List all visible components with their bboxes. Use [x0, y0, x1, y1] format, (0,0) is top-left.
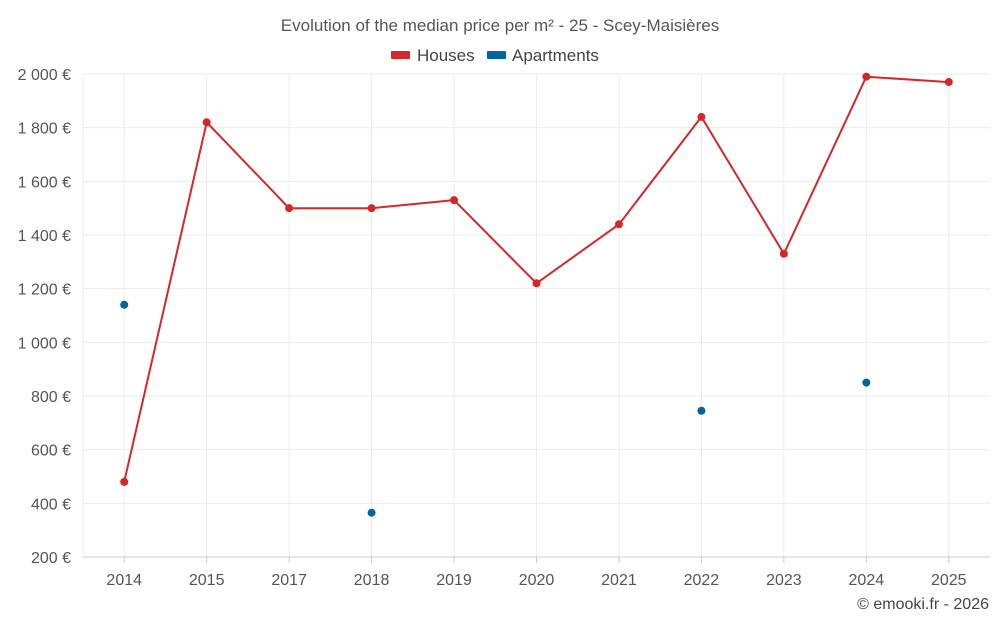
- x-tick-label: 2014: [106, 572, 142, 589]
- x-tick-label: 2017: [271, 572, 307, 589]
- y-axis: 200 € 400 € 600 € 800 € 1 000 € 1 200 € 1 400 …: [18, 67, 71, 567]
- data-point-houses[interactable]: [367, 204, 376, 213]
- gridlines: [82, 73, 990, 557]
- x-tick-label: 2019: [436, 572, 472, 589]
- x-tick-label: 2022: [684, 572, 720, 589]
- y-tick-label: 1 400 €: [18, 228, 71, 245]
- legend-label-houses: Houses: [417, 46, 475, 65]
- legend[interactable]: Houses Apartments: [391, 46, 599, 65]
- x-tick-label: 2021: [601, 572, 637, 589]
- y-tick-label: 200 €: [31, 550, 71, 567]
- x-tick-label: 2025: [931, 572, 967, 589]
- x-tick-label: 2023: [766, 572, 802, 589]
- data-point-houses[interactable]: [285, 204, 294, 213]
- y-tick-label: 800 €: [31, 389, 71, 406]
- data-point-houses[interactable]: [614, 220, 623, 229]
- y-tick-label: 400 €: [31, 496, 71, 513]
- legend-swatch-houses: [391, 51, 410, 59]
- data-point-houses[interactable]: [202, 118, 211, 127]
- data-point-houses[interactable]: [862, 72, 871, 81]
- y-tick-label: 1 800 €: [18, 121, 71, 138]
- data-point-apartments[interactable]: [367, 508, 376, 517]
- data-point-houses[interactable]: [532, 279, 541, 288]
- legend-swatch-apartments: [487, 51, 506, 59]
- data-point-houses[interactable]: [450, 196, 459, 205]
- y-tick-label: 1 000 €: [18, 335, 71, 352]
- data-point-houses[interactable]: [944, 78, 953, 87]
- data-point-apartments[interactable]: [697, 406, 706, 415]
- y-tick-label: 600 €: [31, 443, 71, 460]
- series-houses: [120, 72, 953, 486]
- credit-text: © emooki.fr - 2026: [857, 596, 989, 613]
- series-apartments: [120, 300, 871, 517]
- x-tick-label: 2024: [849, 572, 885, 589]
- legend-label-apartments: Apartments: [512, 46, 599, 65]
- data-point-apartments[interactable]: [862, 378, 871, 387]
- y-tick-label: 2 000 €: [18, 67, 71, 84]
- series: [120, 72, 953, 517]
- data-point-houses[interactable]: [779, 249, 788, 258]
- x-axis: 2014 2015 2017 2018 2019 2020 2021 2022 2023 2024…: [83, 556, 990, 589]
- y-tick-label: 1 600 €: [18, 174, 71, 191]
- data-point-houses[interactable]: [120, 477, 129, 486]
- legend-item-apartments[interactable]: Apartments: [487, 46, 599, 65]
- y-tick-label: 1 200 €: [18, 282, 71, 299]
- x-tick-label: 2018: [354, 572, 390, 589]
- data-point-apartments[interactable]: [120, 300, 129, 309]
- x-tick-label: 2015: [189, 572, 225, 589]
- legend-item-houses[interactable]: Houses: [391, 46, 475, 65]
- x-tick-label: 2020: [519, 572, 555, 589]
- chart-title: Evolution of the median price per m² - 2…: [281, 16, 719, 35]
- data-point-houses[interactable]: [697, 112, 706, 121]
